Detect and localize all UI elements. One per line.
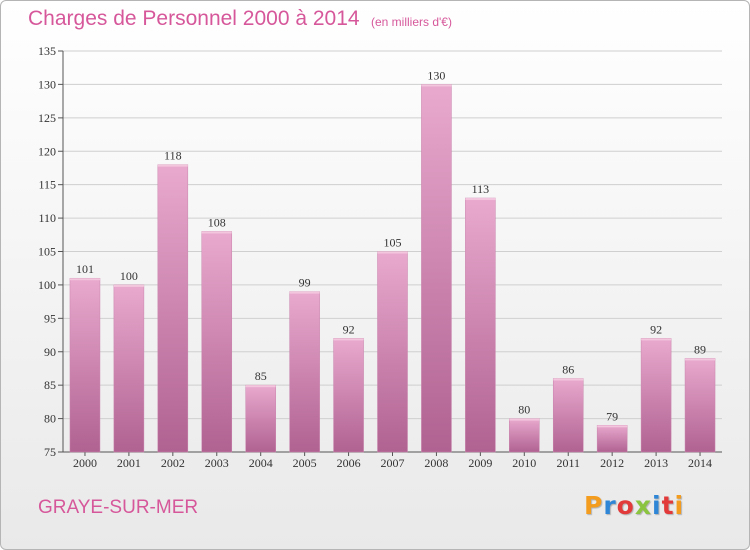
- bar-highlight: [597, 425, 628, 428]
- chart-subtitle: (en milliers d'€): [371, 15, 452, 29]
- y-tick-label: 120: [38, 144, 56, 158]
- bar-2013: [640, 338, 672, 453]
- x-tick-label: 2012: [600, 456, 624, 470]
- x-tick-label: 2011: [556, 456, 580, 470]
- data-label: 79: [606, 409, 618, 423]
- x-tick-labels: 2000 2001 2002 2003 2004 2005 2006 2007 2008 2009…: [73, 456, 712, 470]
- data-label: 80: [518, 403, 530, 417]
- x-tick-label: 2001: [117, 456, 141, 470]
- bar-highlight: [377, 251, 408, 254]
- y-tick-label: 95: [44, 311, 56, 325]
- bar-highlight: [289, 291, 320, 294]
- bar-highlight: [201, 231, 232, 234]
- logo-letter: t: [661, 491, 675, 520]
- data-label: 92: [343, 322, 355, 336]
- data-label: 113: [472, 182, 490, 196]
- bar-highlight: [509, 418, 540, 421]
- bar-2012: [596, 425, 628, 453]
- bar-2006: [333, 338, 364, 453]
- bar-highlight: [465, 198, 496, 201]
- y-tick-label: 90: [44, 345, 56, 359]
- x-tick-label: 2002: [161, 456, 185, 470]
- data-label: 99: [299, 276, 311, 290]
- bars: [69, 84, 716, 453]
- y-tick-label: 130: [38, 77, 56, 91]
- bar-highlight: [641, 338, 672, 341]
- commune-name: GRAYE-SUR-MER: [38, 497, 199, 518]
- data-label: 100: [120, 269, 138, 283]
- x-tick-label: 2013: [644, 456, 668, 470]
- bar-highlight: [69, 278, 100, 281]
- x-tick-label: 2008: [424, 456, 448, 470]
- data-label: 89: [694, 342, 706, 356]
- bar-2007: [377, 251, 408, 453]
- proxiti-logo: Proxiti: [584, 491, 684, 520]
- data-label: 108: [208, 215, 226, 229]
- data-label: 86: [562, 362, 574, 376]
- chart-title: Charges de Personnel 2000 à 2014: [28, 7, 360, 30]
- x-tick-label: 2006: [337, 456, 361, 470]
- logo-letter: i: [652, 491, 662, 520]
- x-tick-label: 2014: [688, 456, 712, 470]
- x-tick-label: 2005: [293, 456, 317, 470]
- y-tick-label: 100: [38, 278, 56, 292]
- y-tick-label: 80: [44, 412, 56, 426]
- x-tick-label: 2000: [73, 456, 97, 470]
- bar-highlight: [157, 164, 188, 167]
- logo-letter: i: [674, 491, 685, 520]
- y-tick-label: 85: [44, 378, 56, 392]
- y-tick-label: 105: [38, 245, 56, 259]
- bar-highlight: [553, 378, 584, 381]
- logo-letter: r: [603, 491, 617, 520]
- bar-2008: [421, 84, 452, 453]
- bar-highlight: [685, 358, 716, 361]
- logo-letter: x: [634, 491, 652, 520]
- logo-letter: o: [616, 491, 635, 520]
- bar-2014: [684, 358, 716, 453]
- data-label: 92: [650, 322, 662, 336]
- x-tick-label: 2009: [468, 456, 492, 470]
- bar-2011: [552, 378, 584, 453]
- x-tick-label: 2010: [512, 456, 536, 470]
- bar-2005: [289, 291, 320, 453]
- bar-2000: [69, 277, 101, 453]
- y-tick-label: 75: [44, 445, 56, 459]
- bar-highlight: [113, 284, 144, 287]
- bar-2004: [245, 384, 276, 453]
- y-tick-label: 135: [38, 44, 56, 58]
- bar-2003: [201, 231, 233, 453]
- y-tick-label: 125: [38, 111, 56, 125]
- y-tick-labels: 75 80 85 90 95 100 105 110 115 120 125 130 135: [38, 44, 56, 459]
- y-tick-label: 110: [38, 211, 56, 225]
- bar-2009: [465, 197, 496, 453]
- data-label: 118: [164, 149, 182, 163]
- x-tick-label: 2007: [381, 456, 405, 470]
- bar-highlight: [421, 84, 452, 87]
- y-tick-label: 115: [38, 178, 56, 192]
- bar-2010: [509, 418, 540, 453]
- bar-2002: [157, 164, 189, 453]
- data-label: 105: [384, 236, 402, 250]
- bar-highlight: [245, 385, 276, 388]
- x-tick-label: 2004: [249, 456, 273, 470]
- bar-2001: [113, 284, 145, 453]
- x-tick-label: 2003: [205, 456, 229, 470]
- bar-highlight: [333, 338, 364, 341]
- data-label: 130: [427, 68, 445, 82]
- data-labels: 101 100 118 108 85 99 92 105 130 113 80 86 79 92 89: [76, 68, 706, 423]
- data-label: 85: [255, 369, 267, 383]
- logo-letter: P: [584, 491, 604, 520]
- data-label: 101: [76, 262, 94, 276]
